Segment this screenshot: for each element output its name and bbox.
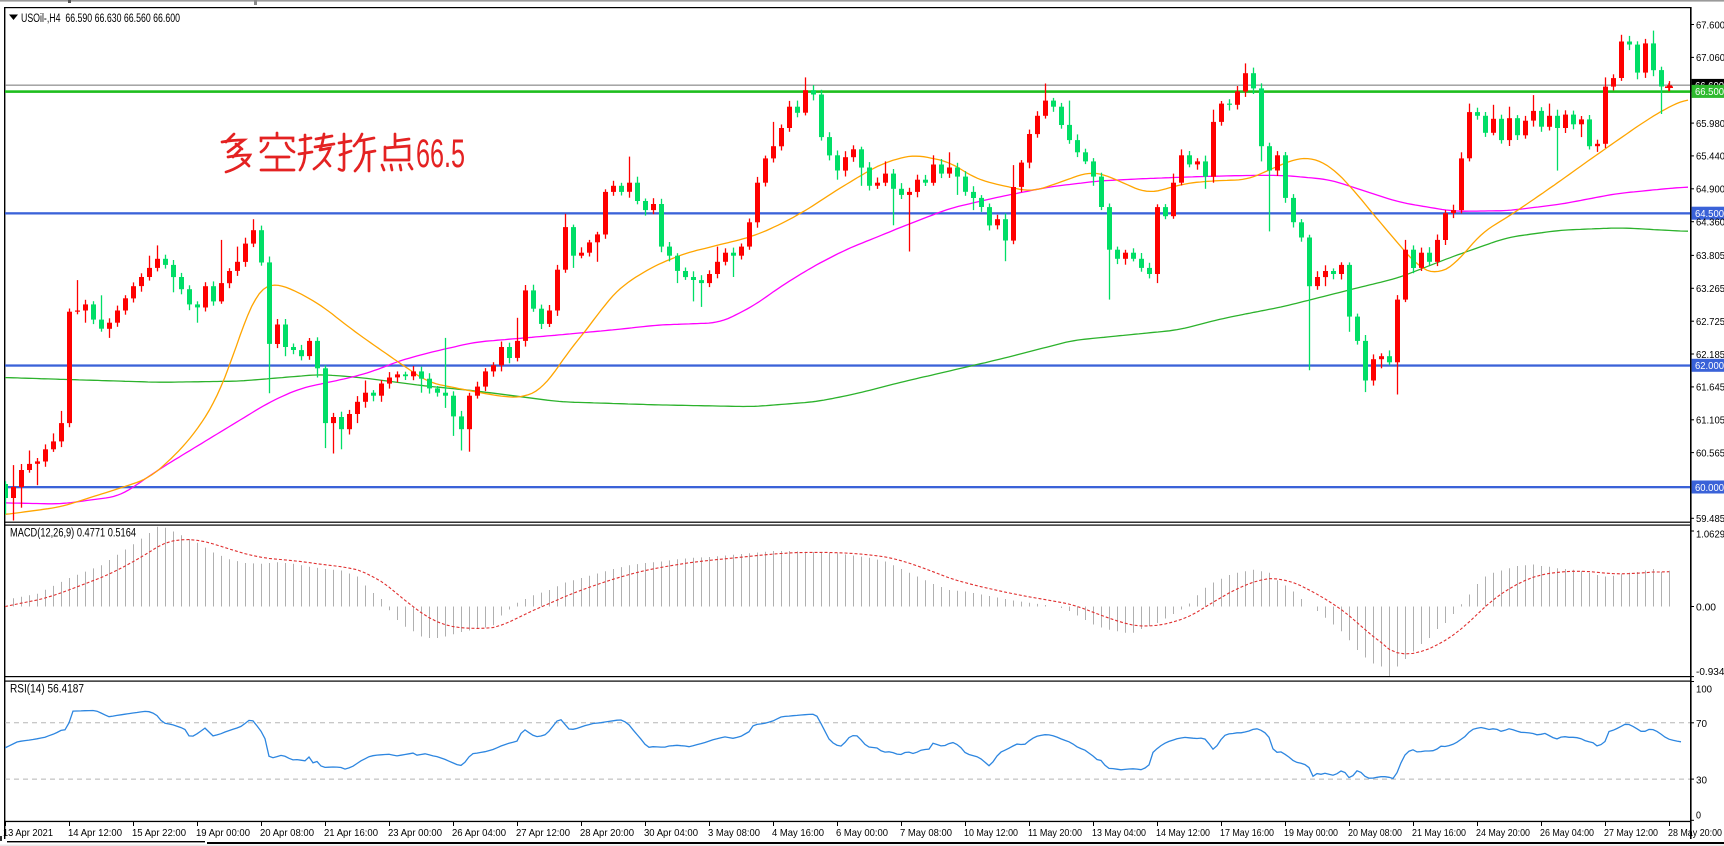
svg-text:28 Apr 20:00: 28 Apr 20:00 — [580, 827, 634, 839]
svg-text:7 May 08:00: 7 May 08:00 — [900, 827, 952, 839]
svg-text:14 May 12:00: 14 May 12:00 — [1156, 827, 1210, 839]
svg-text:61.645: 61.645 — [1696, 382, 1724, 394]
svg-text:21 Apr 16:00: 21 Apr 16:00 — [324, 827, 378, 839]
svg-text:15 Apr 22:00: 15 Apr 22:00 — [132, 827, 186, 839]
svg-text:62.000: 62.000 — [1695, 360, 1724, 372]
svg-text:30: 30 — [1696, 774, 1707, 786]
svg-text:0: 0 — [1696, 809, 1701, 821]
svg-text:0.00: 0.00 — [1696, 601, 1716, 613]
svg-text:27 May 12:00: 27 May 12:00 — [1604, 827, 1658, 839]
svg-text:66.500: 66.500 — [1695, 86, 1724, 98]
svg-text:19 May 00:00: 19 May 00:00 — [1284, 827, 1338, 839]
svg-text:11 May 20:00: 11 May 20:00 — [1028, 827, 1082, 839]
svg-text:67.060: 67.060 — [1696, 52, 1724, 64]
svg-text:13 May 04:00: 13 May 04:00 — [1092, 827, 1146, 839]
svg-text:20 Apr 08:00: 20 Apr 08:00 — [260, 827, 314, 839]
svg-text:4 May 16:00: 4 May 16:00 — [772, 827, 824, 839]
svg-text:RSI(14) 56.4187: RSI(14) 56.4187 — [10, 684, 84, 696]
svg-text:65.440: 65.440 — [1696, 151, 1724, 163]
svg-text:63.805: 63.805 — [1696, 250, 1724, 262]
svg-text:1.0629: 1.0629 — [1696, 528, 1724, 540]
svg-text:20 May 08:00: 20 May 08:00 — [1348, 827, 1402, 839]
svg-text:61.105: 61.105 — [1696, 415, 1724, 427]
svg-text:100: 100 — [1696, 683, 1712, 695]
svg-text:65.980: 65.980 — [1696, 118, 1724, 130]
svg-text:64.360: 64.360 — [1696, 217, 1724, 229]
svg-text:28 May 20:00: 28 May 20:00 — [1668, 827, 1722, 839]
svg-text:-0.9347: -0.9347 — [1696, 666, 1724, 678]
svg-text:27 Apr 12:00: 27 Apr 12:00 — [516, 827, 570, 839]
svg-text:64.900: 64.900 — [1696, 184, 1724, 196]
svg-text:70: 70 — [1696, 718, 1707, 730]
svg-text:62.185: 62.185 — [1696, 349, 1724, 361]
svg-text:64.500: 64.500 — [1695, 208, 1724, 220]
svg-text:26 Apr 04:00: 26 Apr 04:00 — [452, 827, 506, 839]
svg-text:14 Apr 12:00: 14 Apr 12:00 — [68, 827, 122, 839]
svg-text:23 Apr 00:00: 23 Apr 00:00 — [388, 827, 442, 839]
svg-text:30 Apr 04:00: 30 Apr 04:00 — [644, 827, 698, 839]
svg-text:67.600: 67.600 — [1696, 19, 1724, 31]
svg-text:USOil-,H4 66.590 66.630 66.56: USOil-,H4 66.590 66.630 66.560 66.600 — [21, 13, 180, 25]
svg-text:6 May 00:00: 6 May 00:00 — [836, 827, 888, 839]
svg-text:19 Apr 00:00: 19 Apr 00:00 — [196, 827, 250, 839]
svg-text:60.000: 60.000 — [1695, 482, 1724, 494]
svg-text:26 May 04:00: 26 May 04:00 — [1540, 827, 1594, 839]
svg-text:21 May 16:00: 21 May 16:00 — [1412, 827, 1466, 839]
svg-text:62.725: 62.725 — [1696, 316, 1724, 328]
svg-text:60.565: 60.565 — [1696, 447, 1724, 459]
svg-text:66.5: 66.5 — [416, 132, 465, 176]
svg-text:10 May 12:00: 10 May 12:00 — [964, 827, 1018, 839]
svg-text:13 Apr 2021: 13 Apr 2021 — [3, 827, 53, 839]
svg-text:59.485: 59.485 — [1696, 513, 1724, 525]
svg-text:MACD(12,26,9) 0.4771 0.5164: MACD(12,26,9) 0.4771 0.5164 — [10, 528, 136, 540]
svg-text:24 May 20:00: 24 May 20:00 — [1476, 827, 1530, 839]
svg-text:17 May 16:00: 17 May 16:00 — [1220, 827, 1274, 839]
svg-text:63.265: 63.265 — [1696, 283, 1724, 295]
svg-text:3 May 08:00: 3 May 08:00 — [708, 827, 760, 839]
